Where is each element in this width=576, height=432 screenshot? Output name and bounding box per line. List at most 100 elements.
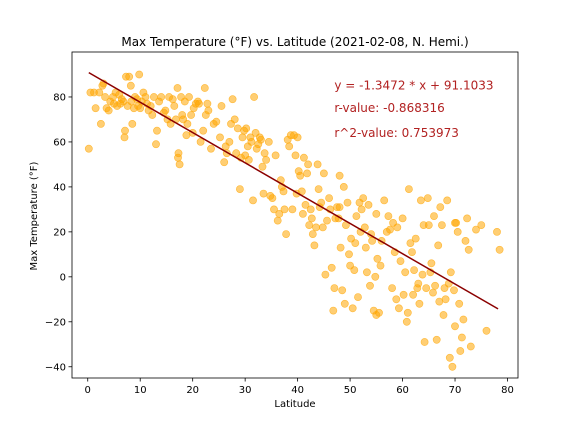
data-point: [398, 214, 407, 223]
annotation-text: y = -1.3472 * x + 91.1033: [334, 79, 493, 93]
data-point: [477, 221, 486, 229]
data-point: [343, 198, 352, 207]
data-point: [288, 205, 297, 214]
data-point: [453, 227, 462, 236]
y-tick-label: 20: [53, 227, 66, 238]
data-point: [256, 135, 265, 144]
data-point: [310, 241, 319, 250]
data-point: [414, 279, 423, 288]
data-point: [364, 200, 373, 209]
data-point: [335, 203, 344, 211]
x-tick-label: 20: [186, 385, 199, 396]
data-point: [247, 137, 256, 146]
data-point: [408, 248, 416, 256]
data-point: [464, 245, 473, 254]
data-point: [352, 212, 361, 220]
y-tick-label: −20: [45, 317, 66, 328]
scatter-points: [84, 70, 504, 371]
data-point: [301, 200, 310, 209]
data-point: [466, 342, 475, 351]
data-point: [493, 227, 501, 236]
data-point: [264, 137, 273, 146]
data-point: [393, 223, 402, 232]
data-point: [175, 160, 184, 169]
regression-line-layer: [88, 71, 499, 310]
data-point: [306, 205, 315, 214]
data-point: [291, 151, 300, 160]
data-point: [97, 120, 105, 128]
annotation-text: r-value: -0.868316: [334, 101, 444, 115]
data-point: [450, 286, 458, 295]
data-point: [399, 290, 408, 299]
data-point: [307, 214, 316, 223]
data-point: [432, 335, 441, 344]
data-point: [238, 133, 247, 142]
data-point: [457, 333, 466, 342]
data-point: [304, 160, 312, 169]
axes: [71, 51, 519, 379]
data-point: [351, 239, 360, 247]
data-point: [259, 189, 268, 198]
data-point: [357, 205, 366, 214]
data-point: [388, 284, 396, 292]
data-point: [153, 126, 161, 135]
data-point: [403, 308, 412, 317]
data-point: [392, 295, 401, 304]
data-point: [313, 160, 322, 169]
data-point: [196, 137, 205, 146]
data-point: [482, 326, 491, 335]
data-point: [325, 194, 333, 202]
data-point: [461, 236, 470, 245]
data-point: [359, 194, 368, 202]
data-point: [200, 84, 209, 92]
data-point: [401, 268, 410, 277]
x-tick-label: 10: [134, 385, 147, 396]
data-point: [318, 223, 327, 232]
data-point: [409, 290, 417, 299]
data-point: [157, 93, 166, 101]
data-point: [285, 142, 294, 151]
data-point: [296, 171, 305, 180]
y-tick-label: 0: [60, 272, 66, 283]
data-point: [375, 308, 383, 317]
data-point: [250, 93, 258, 101]
data-point: [371, 272, 380, 281]
data-point: [207, 144, 215, 153]
data-point: [386, 225, 394, 234]
data-point: [104, 106, 113, 115]
regression-annotations: y = -1.3472 * x + 91.1033 r-value: -0.868…: [334, 79, 493, 140]
x-axis-label: Latitude: [274, 399, 315, 410]
data-point: [429, 288, 437, 297]
data-point: [271, 151, 280, 160]
data-point: [228, 95, 237, 104]
x-tick-label: 0: [85, 385, 91, 396]
data-point: [235, 185, 244, 193]
data-point: [330, 284, 339, 292]
data-point: [230, 115, 239, 124]
data-point: [126, 81, 135, 90]
data-point: [446, 268, 455, 277]
data-point: [203, 99, 212, 108]
data-point: [279, 187, 288, 196]
data-point: [217, 102, 226, 110]
data-point: [204, 106, 213, 115]
data-point: [323, 216, 331, 225]
data-point: [360, 223, 369, 232]
data-point: [303, 169, 311, 178]
tick-marks: 0 10 20 30 40 50 60 70 80 −40 −20 0 20 40 60 80: [45, 92, 514, 396]
x-tick-label: 80: [501, 385, 514, 396]
data-point: [120, 133, 129, 142]
data-point: [416, 196, 425, 205]
data-point: [95, 88, 104, 97]
data-point: [372, 209, 381, 218]
data-point: [141, 93, 150, 101]
data-point: [268, 194, 277, 202]
plot-frame: [71, 51, 519, 379]
data-point: [312, 223, 320, 232]
data-point: [84, 144, 93, 153]
data-point: [125, 72, 134, 81]
data-point: [220, 158, 229, 167]
data-point: [439, 311, 448, 319]
data-point: [420, 338, 429, 346]
data-point: [91, 104, 100, 113]
